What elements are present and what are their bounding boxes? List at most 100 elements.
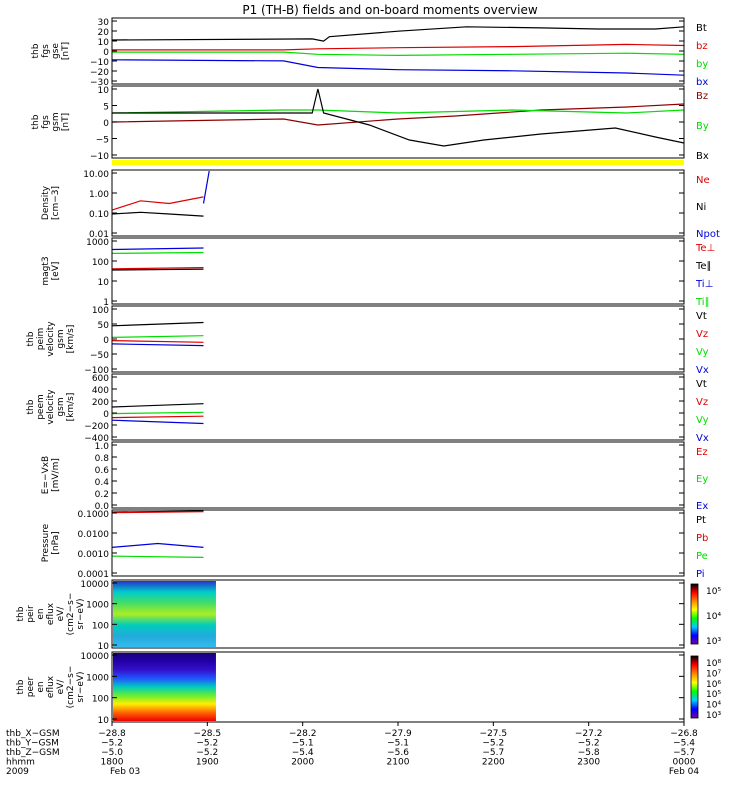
series-line-black [111,211,204,217]
colorbar [690,655,699,719]
legend-entry: Ni [696,202,706,213]
series-line-black [111,321,204,327]
x-axis-value: −5.0 [101,748,123,758]
panel-frame [111,305,685,373]
panel-frame [111,85,685,159]
x-axis-value: −5.2 [578,739,600,749]
y-tick-label: 0.0100 [78,530,110,540]
series-line-darkred [111,103,685,126]
y-axis-label-line: peim [36,328,46,351]
panel-7: Ez Ey Ex 1.0 0.8 0.6 0.4 0.2 0.0 E=−VxB [mV/m] [41,441,708,512]
y-tick-label: 1000 [86,673,109,683]
y-axis-label-line: fgs [41,115,51,129]
legend-entry: by [696,59,708,70]
y-axis-label-line: [cm−3] [51,186,61,220]
y-tick-label: 600 [92,374,109,384]
y-tick-label: 1000 [86,238,109,248]
legend-entry: Npot [696,229,720,240]
y-axis-label-line: gsm [56,329,66,348]
y-tick-label: 0.0010 [78,550,110,560]
spectrogram [113,653,216,721]
y-axis-label: E=−VxB [mV/m] [41,456,61,494]
y-tick-label: 10 [98,642,110,652]
axis-row-label: thb_X−GSM [6,729,60,739]
legend-entry: Ne [696,175,710,186]
legend-entry: Ez [696,447,708,458]
x-axis-value: −5.2 [196,748,218,758]
y-axis-label: thb peer en eflux eV/(cm2−s− sr−eV) [16,666,86,709]
y-tick-label: 10000 [80,580,109,590]
y-axis-label: thb fgs gse [nT] [31,42,71,60]
y-tick-label: 0.1000 [78,510,110,520]
series-line-green [111,109,685,114]
y-axis-label-line: eV/ [56,606,66,622]
y-tick-label: 0.0 [95,502,110,512]
colorbar-label: 10⁷ [706,669,721,679]
y-tick-label: 10000 [80,652,109,662]
legend-entry: Bt [696,23,707,34]
y-axis-label-line: gsm [56,397,66,416]
panel-frame [111,441,685,509]
y-tick-label: −10 [90,58,109,68]
y-tick-label: −30 [90,78,109,88]
legend-entry: Pi [696,569,705,580]
x-axis-value: −5.2 [482,739,504,749]
panel-4: Te⊥ Te∥ Ti⊥ Ti∥ 1000 100 10 1 magt3 [eV] [41,237,715,308]
colorbar-label: 10⁴ [706,612,721,622]
series-line-red [112,43,685,51]
x-axis-value: −27.2 [575,729,603,739]
x-axis-value: 2000 [291,758,314,768]
legend-entry: Vz [696,397,708,408]
x-axis-value: −5.4 [673,739,695,749]
series-line-red [111,196,204,211]
legend-entry: Vy [696,347,709,358]
x-axis-value: −5.2 [196,739,218,749]
y-axis-label-line: velocity [46,321,56,357]
y-axis-label-line: peir [26,605,36,623]
y-tick-label: −10 [90,152,109,162]
y-tick-label: 1000 [86,601,109,611]
legend-entry: Ey [696,474,708,485]
series-line-green [112,51,685,57]
legend-entry: Pb [696,533,708,544]
y-tick-label: −100 [84,366,109,376]
panel-5: Vt Vz Vy Vx 100 50 0 −50 −100 thb peim velocity gsm[… [26,305,709,376]
y-tick-label: −400 [84,434,109,444]
x-axis-value: −5.7 [673,748,695,758]
legend-entry: Vt [696,311,707,322]
legend-entry: Vx [696,433,709,444]
colorbar-label: 10³ [706,711,721,721]
legend-entry: Te⊥ [695,243,715,254]
y-tick-label: 0.8 [95,454,110,464]
colorbar-label: 10⁵ [706,587,721,597]
legend-entry: Vx [696,365,709,376]
y-tick-label: 0 [103,336,109,346]
y-axis-label: thb peir en eflux eV/(cm2−s− sr−eV) [16,593,86,636]
y-axis-label-line: [mV/m] [51,458,61,492]
y-axis-label-line: eflux [46,602,56,625]
x-axis-value: −27.5 [480,729,508,739]
x-axis-value: −5.4 [292,748,314,758]
y-tick-label: 10 [98,38,110,48]
y-axis-label-line: thb [31,43,41,58]
series-line-green [111,411,204,415]
x-axis-value: −28.2 [289,729,317,739]
x-axis-value: 2200 [482,758,505,768]
y-tick-label: −200 [84,422,109,432]
panel-frame [111,579,685,649]
y-axis-label: thb peim velocity gsm [km/s] [26,321,76,357]
y-axis-label-line: velocity [46,389,56,425]
series-line-red [111,511,204,514]
series-line-green [111,251,204,254]
y-tick-label: 100 [92,695,109,705]
y-tick-label: −50 [90,351,109,361]
x-axis-value: −28.8 [98,729,126,739]
y-axis-label: thb peem velocity gsm [km/s] [26,389,76,425]
y-axis-label-line: [nT] [61,42,71,60]
y-tick-label: 100 [92,306,109,316]
legend-entry: Bx [696,151,709,162]
